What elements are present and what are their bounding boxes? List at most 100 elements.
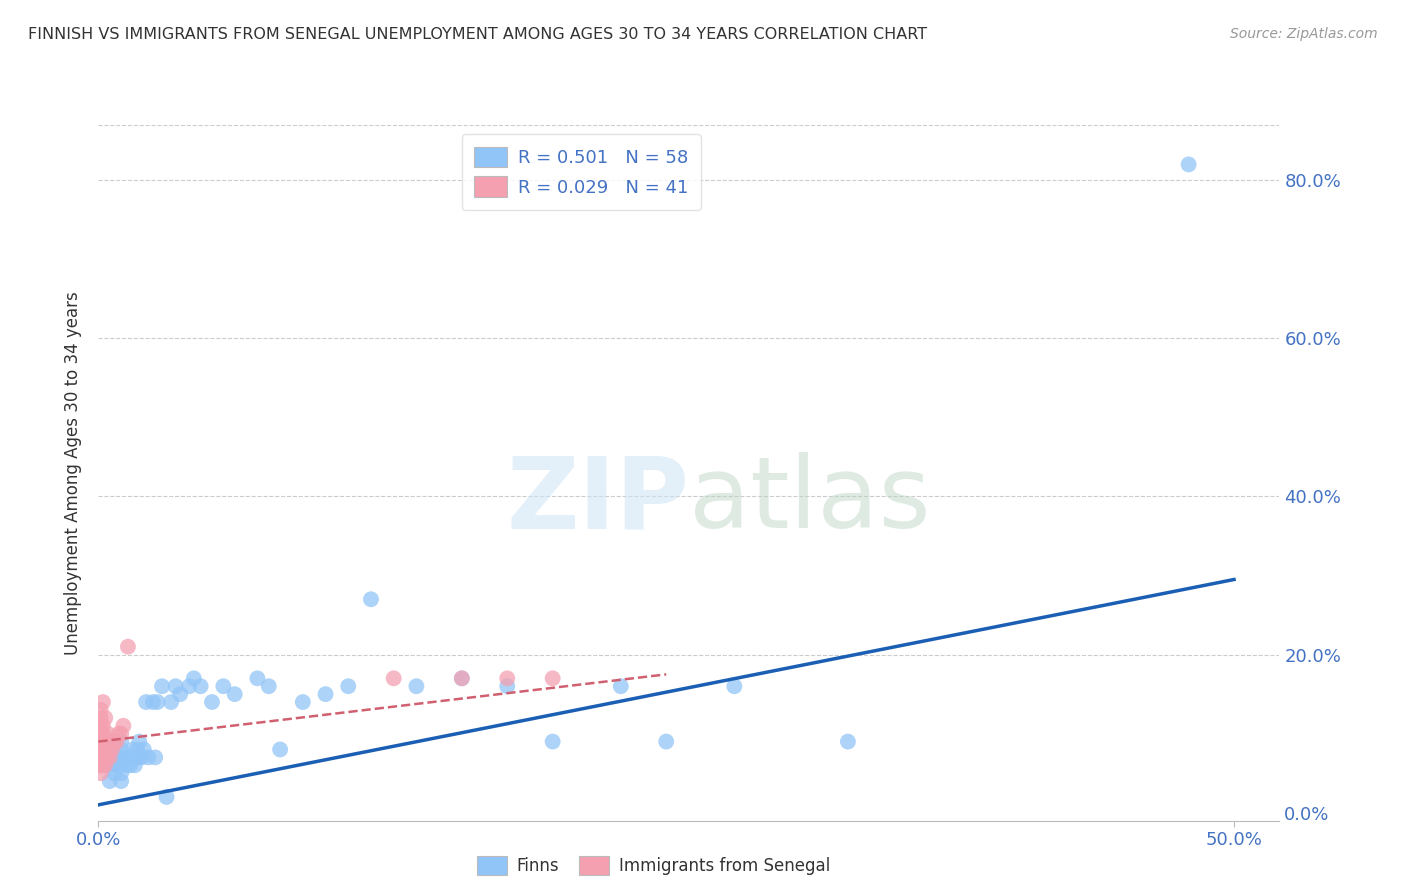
Point xyxy=(257,679,280,693)
Point xyxy=(91,719,114,733)
Point xyxy=(110,734,132,748)
Point xyxy=(155,789,177,804)
Point xyxy=(117,758,139,772)
Point xyxy=(496,679,519,693)
Legend: Finns, Immigrants from Senegal: Finns, Immigrants from Senegal xyxy=(470,849,837,882)
Point xyxy=(269,742,291,756)
Y-axis label: Unemployment Among Ages 30 to 34 years: Unemployment Among Ages 30 to 34 years xyxy=(65,291,83,655)
Point xyxy=(224,687,246,701)
Point xyxy=(91,742,114,756)
Point xyxy=(90,711,112,725)
Point xyxy=(90,726,112,740)
Point xyxy=(90,758,112,772)
Point xyxy=(91,695,114,709)
Point xyxy=(382,671,405,685)
Text: atlas: atlas xyxy=(689,452,931,549)
Point xyxy=(337,679,360,693)
Point xyxy=(90,750,112,764)
Point xyxy=(98,750,121,764)
Point xyxy=(138,750,160,764)
Point xyxy=(120,758,142,772)
Point xyxy=(110,726,132,740)
Point xyxy=(103,750,125,764)
Point xyxy=(450,671,472,685)
Point xyxy=(90,734,112,748)
Point xyxy=(96,726,118,740)
Point xyxy=(91,758,114,772)
Point xyxy=(610,679,633,693)
Point xyxy=(190,679,212,693)
Point xyxy=(90,703,112,717)
Point xyxy=(360,592,382,607)
Point xyxy=(1177,157,1199,171)
Point xyxy=(90,734,112,748)
Point xyxy=(94,750,117,764)
Point xyxy=(90,766,112,780)
Point xyxy=(94,711,117,725)
Point xyxy=(179,679,201,693)
Point xyxy=(121,742,143,756)
Point xyxy=(98,742,121,756)
Point xyxy=(121,750,143,764)
Point xyxy=(91,726,114,740)
Point xyxy=(837,734,859,748)
Text: FINNISH VS IMMIGRANTS FROM SENEGAL UNEMPLOYMENT AMONG AGES 30 TO 34 YEARS CORREL: FINNISH VS IMMIGRANTS FROM SENEGAL UNEMP… xyxy=(28,27,927,42)
Point xyxy=(183,671,205,685)
Point xyxy=(201,695,224,709)
Point xyxy=(128,750,150,764)
Point xyxy=(160,695,183,709)
Point xyxy=(125,742,148,756)
Point xyxy=(90,742,112,756)
Point xyxy=(146,695,169,709)
Point xyxy=(91,734,114,748)
Point xyxy=(101,742,124,756)
Point xyxy=(90,742,112,756)
Point xyxy=(450,671,472,685)
Point xyxy=(541,671,564,685)
Point xyxy=(128,734,150,748)
Point xyxy=(94,758,117,772)
Point xyxy=(98,742,121,756)
Point xyxy=(169,687,191,701)
Point xyxy=(132,742,155,756)
Point xyxy=(110,766,132,780)
Point xyxy=(142,695,165,709)
Point xyxy=(91,750,114,764)
Point xyxy=(112,719,135,733)
Text: ZIP: ZIP xyxy=(506,452,689,549)
Point xyxy=(165,679,187,693)
Point xyxy=(98,734,121,748)
Point xyxy=(108,726,131,740)
Point xyxy=(94,734,117,748)
Point xyxy=(90,719,112,733)
Point xyxy=(135,695,157,709)
Point xyxy=(212,679,235,693)
Point xyxy=(98,750,121,764)
Point xyxy=(105,758,128,772)
Point xyxy=(98,758,121,772)
Point xyxy=(405,679,427,693)
Point xyxy=(110,750,132,764)
Point xyxy=(131,750,153,764)
Point xyxy=(103,734,125,748)
Point xyxy=(110,742,132,756)
Point xyxy=(143,750,166,764)
Point xyxy=(110,774,132,789)
Point xyxy=(98,774,121,789)
Text: Source: ZipAtlas.com: Source: ZipAtlas.com xyxy=(1230,27,1378,41)
Point xyxy=(124,758,146,772)
Point xyxy=(114,750,136,764)
Point xyxy=(150,679,173,693)
Point xyxy=(90,726,112,740)
Point xyxy=(96,742,118,756)
Point xyxy=(291,695,314,709)
Point xyxy=(496,671,519,685)
Point xyxy=(108,750,131,764)
Point xyxy=(105,734,128,748)
Point xyxy=(117,640,139,654)
Point xyxy=(110,758,132,772)
Point xyxy=(655,734,678,748)
Point xyxy=(125,750,148,764)
Point xyxy=(315,687,337,701)
Point xyxy=(90,750,112,764)
